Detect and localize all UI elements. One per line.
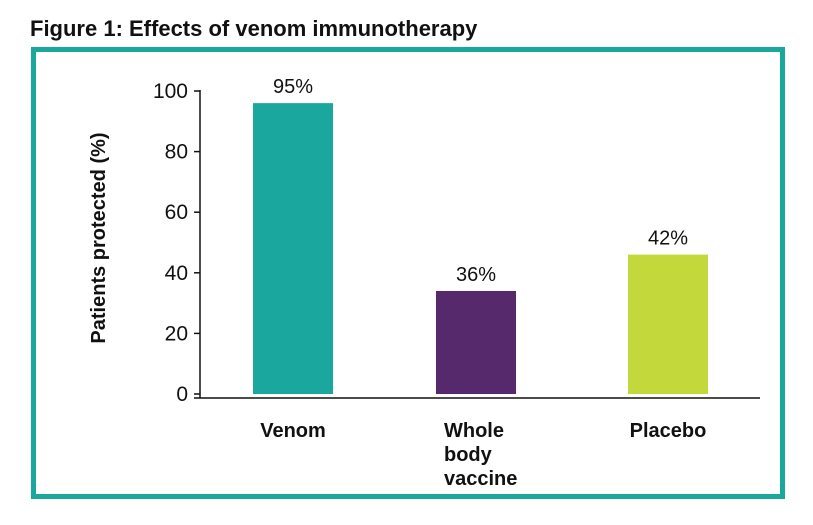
x-tick-label-2: Whole body vaccine — [444, 420, 517, 490]
y-tick-label: 0 — [176, 383, 188, 406]
data-label-2: 36% — [456, 264, 496, 286]
figure-frame — [31, 47, 785, 499]
y-axis-label: Patients protected (%) — [88, 132, 110, 343]
bars — [253, 103, 708, 395]
y-tick-label: 60 — [165, 201, 188, 224]
y-tick-label: 40 — [165, 262, 188, 285]
data-label-3: 42% — [648, 228, 688, 250]
x-tick-label-3: Placebo — [630, 420, 707, 442]
bar-3 — [628, 254, 708, 394]
y-tick-label: 100 — [153, 80, 188, 103]
data-labels: 95% 36% 42% — [273, 76, 688, 286]
data-label-1: 95% — [273, 76, 313, 98]
bar-2 — [436, 290, 516, 394]
x-tick-labels: Venom Whole body vaccine Placebo — [260, 420, 706, 490]
bar-1 — [253, 103, 333, 395]
y-tick-label: 80 — [165, 141, 188, 164]
figure-title: Figure 1: Effects of venom immunotherapy — [30, 16, 478, 41]
y-tick-label: 20 — [165, 322, 188, 345]
x-tick-label-1: Venom — [260, 420, 326, 442]
y-ticks: 0 20 40 60 80 100 — [153, 80, 760, 406]
